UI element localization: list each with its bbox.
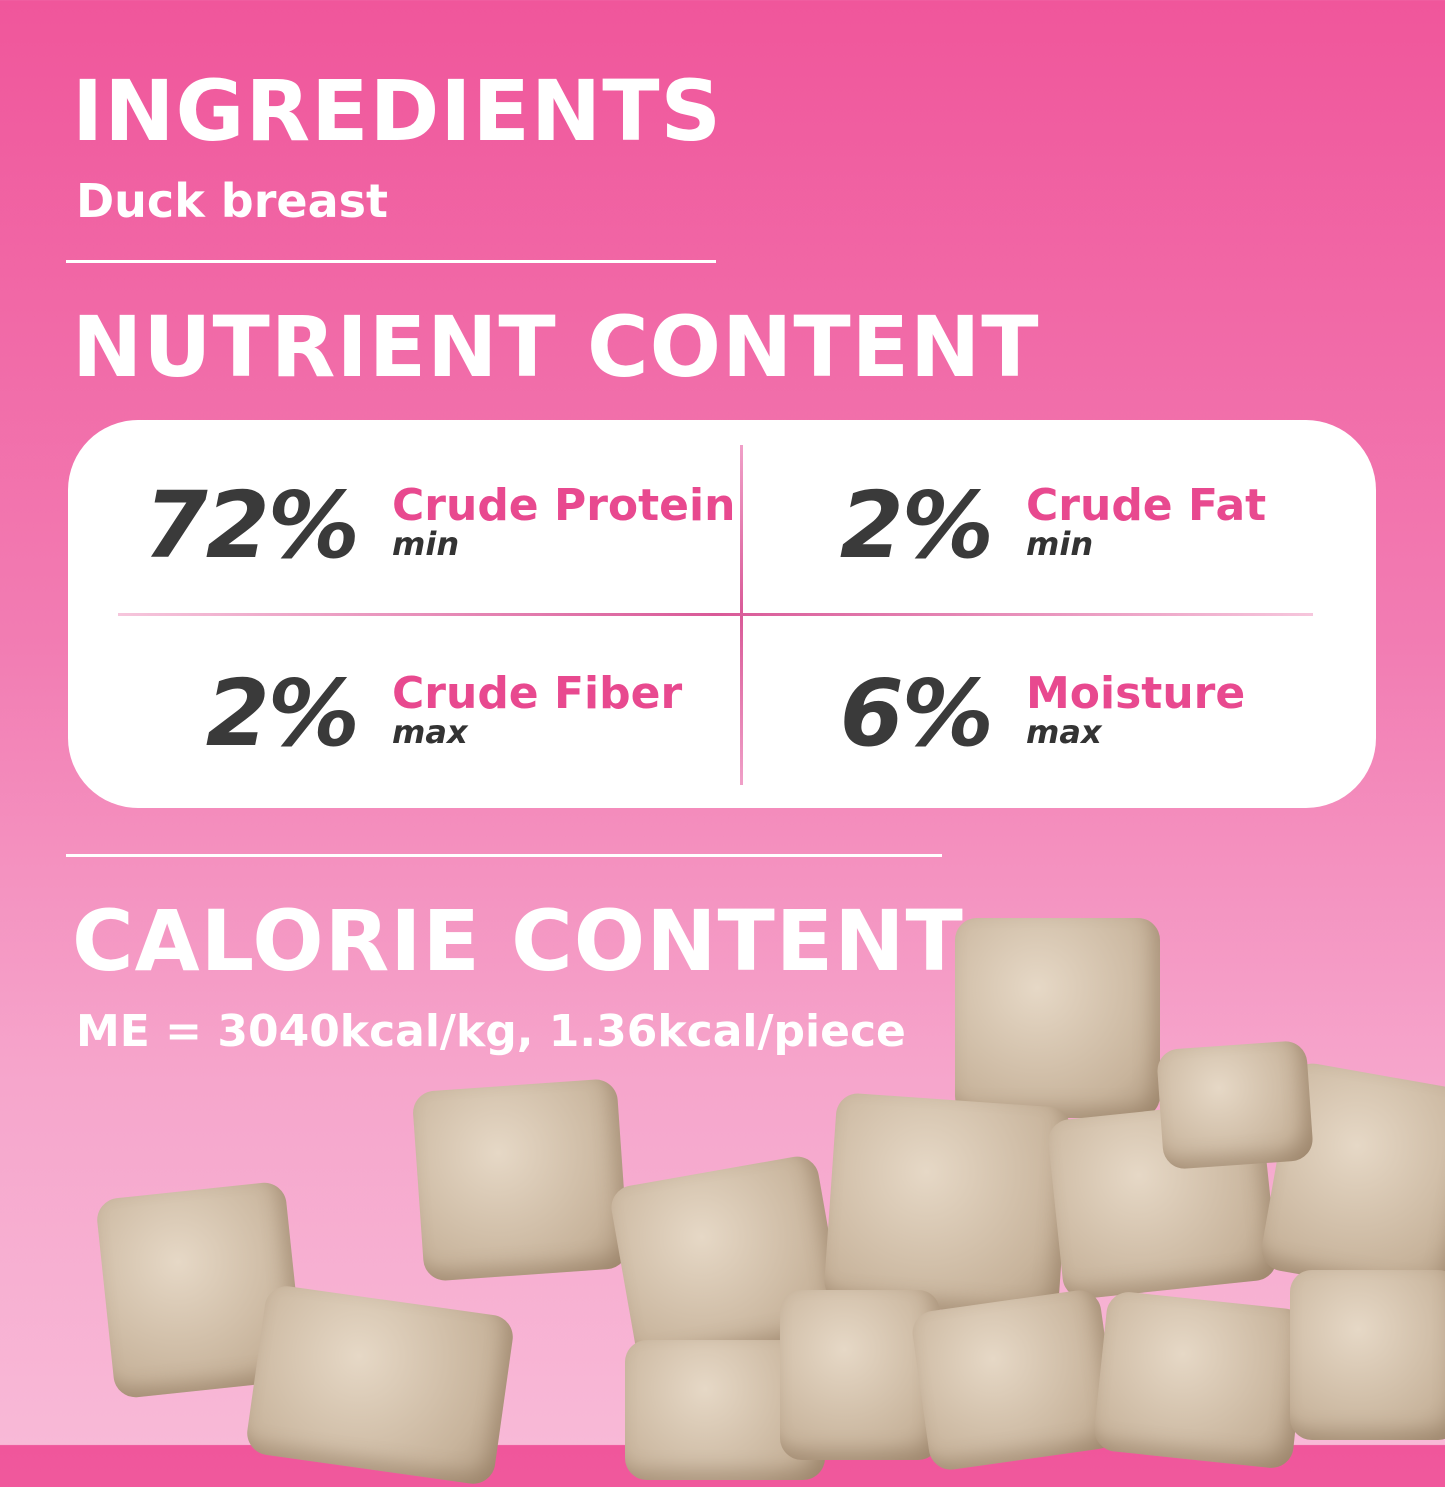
divider	[66, 260, 716, 263]
calorie-text: ME = 3040kcal/kg, 1.36kcal/piece	[76, 1006, 906, 1057]
calorie-title: CALORIE CONTENT	[72, 892, 964, 990]
nutrient-moisture: 6% Moisture max	[762, 668, 1245, 760]
ingredients-title: INGREDIENTS	[72, 62, 723, 160]
nutrient-qualifier: max	[392, 713, 468, 751]
nutrient-qualifier: min	[1026, 525, 1094, 563]
divider	[118, 613, 1313, 616]
nutrient-name: Crude Fiber	[392, 668, 683, 719]
nutrient-value: 2%	[839, 472, 994, 579]
nutrient-fat: 2% Crude Fat min	[762, 480, 1266, 572]
nutrient-name: Crude Fat	[1026, 480, 1267, 531]
nutrient-fiber: 2% Crude Fiber max	[128, 668, 682, 760]
nutrient-name: Crude Protein	[392, 480, 736, 531]
ingredients-text: Duck breast	[76, 174, 389, 228]
nutrient-value: 72%	[143, 472, 360, 579]
nutrient-name: Moisture	[1026, 668, 1246, 719]
nutrient-value: 6%	[839, 660, 994, 767]
nutrient-title: NUTRIENT CONTENT	[72, 298, 1040, 396]
nutrient-qualifier: min	[392, 525, 460, 563]
nutrient-value: 2%	[205, 660, 360, 767]
nutrient-card: 72% Crude Protein min 2% Crude Fat min 2% …	[68, 420, 1376, 808]
nutrient-qualifier: max	[1026, 713, 1102, 751]
divider	[66, 854, 942, 857]
nutrient-protein: 72% Crude Protein min	[128, 472, 736, 579]
